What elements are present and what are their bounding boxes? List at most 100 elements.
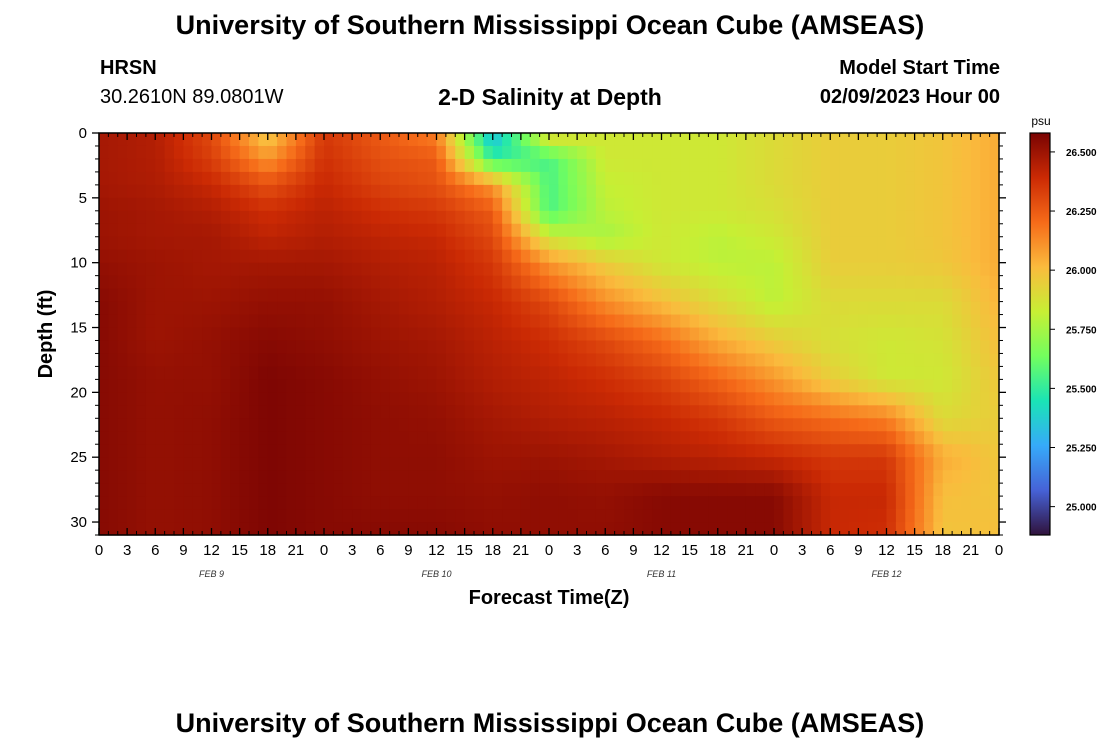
heatmap-cell [502,262,513,277]
heatmap-cell [886,314,897,329]
heatmap-cell [174,431,184,445]
heatmap-cell [127,483,138,497]
heatmap-cell [389,509,400,523]
heatmap-cell [614,210,625,225]
heatmap-cell [183,353,194,368]
heatmap-cell [239,184,250,199]
heatmap-cell [145,314,156,329]
heatmap-cell [877,314,888,329]
heatmap-cell [399,236,409,251]
heatmap-cell [324,340,334,355]
heatmap-cell [820,314,831,329]
heatmap-cell [549,210,559,225]
heatmap-cell [914,509,925,523]
heatmap-cell [849,483,859,497]
colorbar-unit: psu [1031,114,1050,128]
heatmap-cell [614,171,625,186]
heatmap-cell [342,457,353,471]
heatmap-cell [670,236,681,251]
heatmap-cell [202,418,213,432]
heatmap-cell [202,431,213,445]
heatmap-cell [417,314,428,329]
heatmap-cell [192,223,203,238]
heatmap-cell [295,340,306,355]
heatmap-cell [942,223,953,238]
heatmap-cell [427,314,438,329]
heatmap-cell [305,353,316,368]
heatmap-cell [249,366,259,380]
heatmap-cell [867,353,878,368]
heatmap-cell [380,470,391,484]
heatmap-cell [567,405,578,419]
heatmap-cell [417,470,428,484]
heatmap-cell [192,353,203,368]
heatmap-cell [117,470,128,484]
heatmap-cell [567,197,578,212]
heatmap-cell [389,262,400,277]
heatmap-cell [530,249,541,264]
heatmap-cell [108,483,119,497]
heatmap-cell [539,158,550,173]
heatmap-cell [858,392,869,406]
heatmap-cell [370,314,381,329]
heatmap-cell [736,444,747,458]
heatmap-cell [652,249,663,264]
heatmap-cell [492,483,503,497]
heatmap-cell [108,431,119,445]
heatmap-cell [333,236,344,251]
heatmap-cell [774,210,784,225]
heatmap-cell [483,171,494,186]
heatmap-cell [595,366,606,380]
heatmap-cell [886,158,897,173]
heatmap-cell [174,379,184,393]
heatmap-cell [295,314,306,329]
heatmap-cell [549,457,559,471]
colorbar-ticks: 25.00025.25025.50025.75026.00026.25026.5… [1050,148,1097,514]
heatmap-cell [408,158,419,173]
heatmap-cell [483,392,494,406]
heatmap-cell [952,249,963,264]
heatmap-cell [952,301,963,316]
heatmap-cell [108,275,119,290]
heatmap-cell [361,301,372,316]
heatmap-cell [427,236,438,251]
heatmap-cell [239,288,250,303]
heatmap-cell [642,301,653,316]
heatmap-cell [717,158,728,173]
heatmap-cell [127,145,138,160]
heatmap-cell [661,210,672,225]
heatmap-cell [849,457,859,471]
heatmap-cell [577,171,588,186]
heatmap-cell [605,210,616,225]
heatmap-cell [699,249,709,264]
heatmap-cell [127,236,138,251]
heatmap-cell [830,392,841,406]
heatmap-cell [680,262,691,277]
heatmap-cell [220,145,231,160]
heatmap-cell [605,353,616,368]
heatmap-cell [399,288,409,303]
heatmap-cell [755,379,766,393]
heatmap-cell [633,301,644,316]
heatmap-cell [736,509,747,523]
heatmap-cell [989,171,1000,186]
heatmap-cell [445,301,456,316]
heatmap-cell [886,340,897,355]
heatmap-cell [202,184,213,199]
heatmap-cell [230,158,241,173]
heatmap-cell [99,197,109,212]
heatmap-cell [220,288,231,303]
heatmap-cell [633,496,644,510]
heatmap-cell [117,418,128,432]
heatmap-cell [174,288,184,303]
heatmap-cell [108,236,119,251]
heatmap-cell [258,496,269,510]
heatmap-cell [952,210,963,225]
heatmap-cell [708,483,719,497]
heatmap-cell [895,158,906,173]
heatmap-cell [342,145,353,160]
heatmap-cell [314,340,325,355]
heatmap-cell [708,392,719,406]
heatmap-cell [933,522,944,536]
heatmap-cell [220,171,231,186]
